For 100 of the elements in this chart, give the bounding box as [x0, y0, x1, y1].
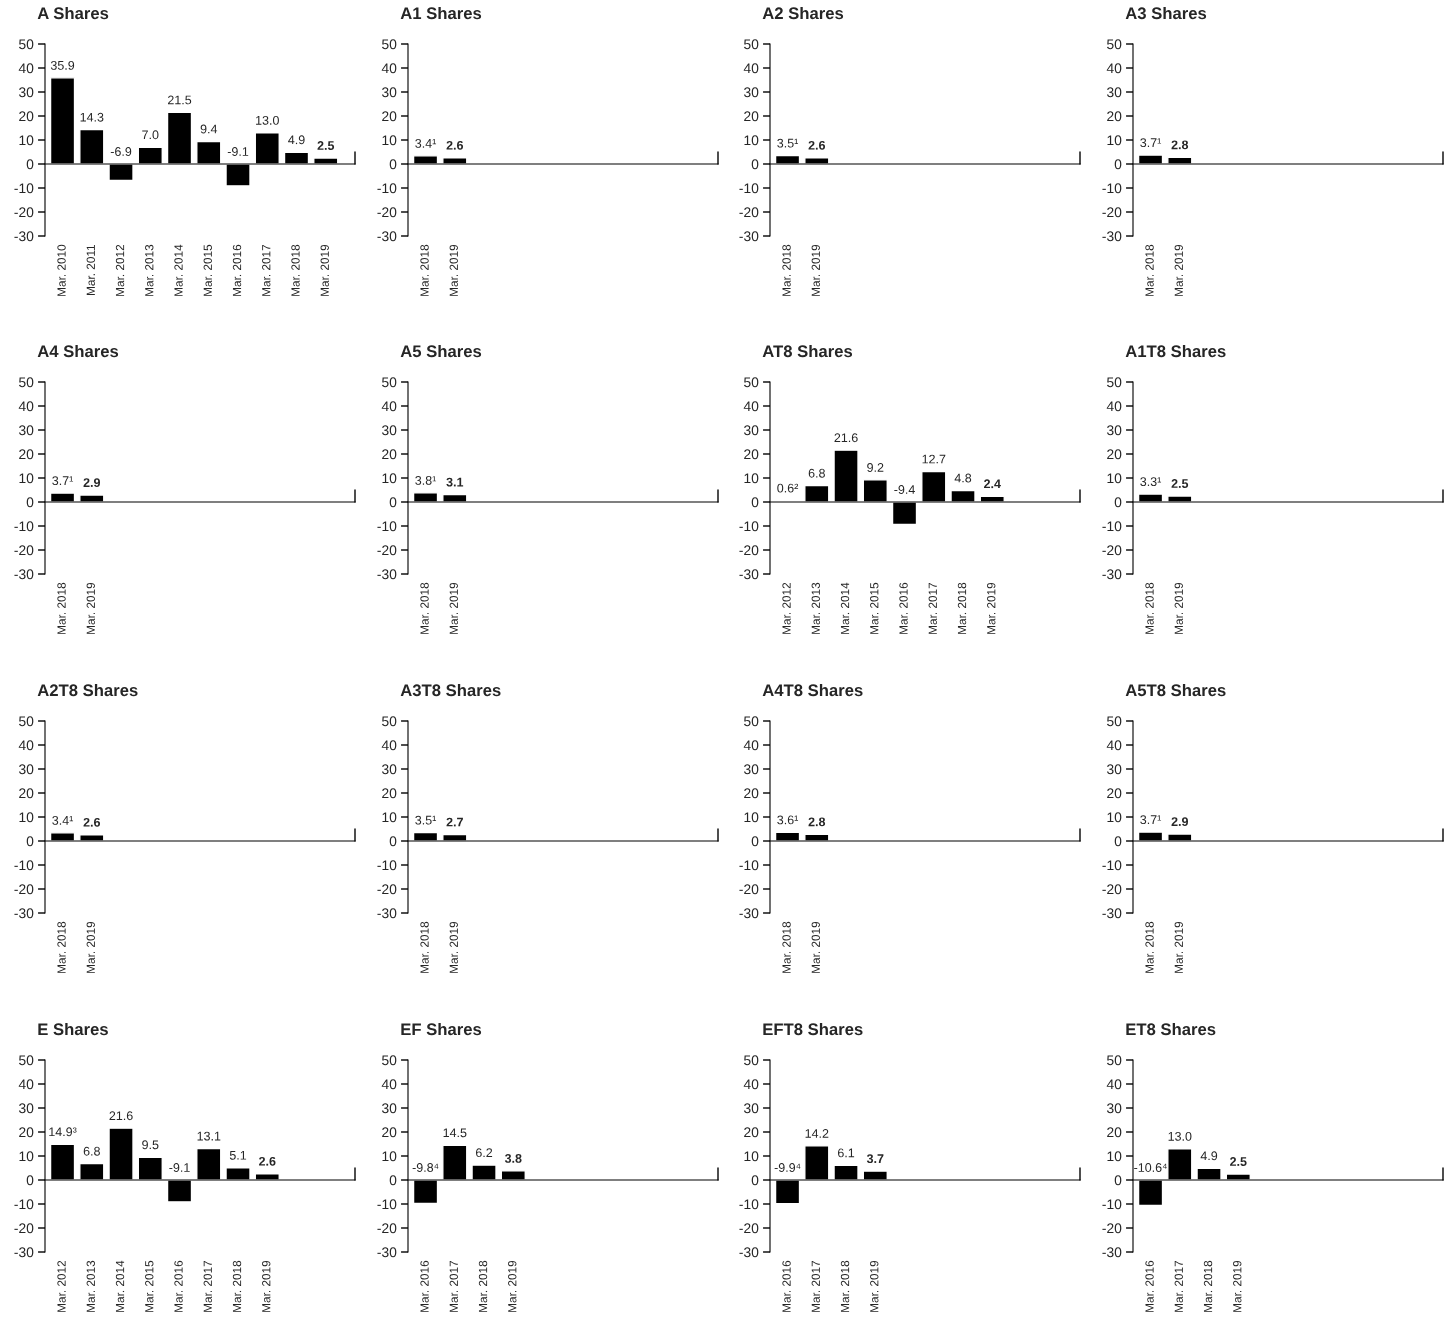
y-tick-label: -10 — [377, 1199, 397, 1210]
chart-title: A2T8 Shares — [37, 683, 138, 697]
y-tick-label: -10 — [739, 1199, 759, 1210]
data-label: 14.9³ — [49, 1127, 77, 1137]
x-tick-label: Mar. 2017 — [449, 1260, 458, 1312]
data-label: 5.1 — [229, 1151, 247, 1160]
data-label: -10.6⁴ — [1134, 1163, 1167, 1172]
data-label: 21.6 — [109, 1111, 133, 1121]
y-tick-label: 50 — [382, 39, 397, 50]
y-tick-label: 10 — [382, 1151, 397, 1162]
y-tick-label: 0 — [389, 159, 397, 170]
y-tick-label: 50 — [19, 716, 34, 727]
data-label: 6.8 — [808, 468, 825, 478]
y-tick-label: 20 — [744, 1127, 759, 1138]
data-label: 7.0 — [142, 130, 159, 140]
data-label: 3.6¹ — [777, 815, 799, 825]
x-tick-label: Mar. 2017 — [811, 1260, 820, 1312]
data-label: 12.7 — [922, 454, 946, 464]
x-tick-label: Mar. 2019 — [449, 582, 458, 634]
y-tick-label: 0 — [26, 159, 34, 170]
y-tick-label: -30 — [1102, 908, 1122, 919]
y-tick-label: -20 — [739, 1223, 759, 1234]
y-tick-label: -20 — [377, 207, 397, 218]
y-tick-label: 30 — [1106, 425, 1122, 436]
x-tick-label: Mar. 2016 — [420, 1260, 429, 1312]
y-tick-label: 40 — [381, 740, 397, 751]
chart-title: ET8 Shares — [1126, 1022, 1216, 1036]
x-tick-label: Mar. 2017 — [928, 582, 937, 634]
y-tick-label: 0 — [1114, 1175, 1122, 1186]
x-tick-label: Mar. 2017 — [262, 244, 271, 296]
x-tick-label: Mar. 2017 — [1174, 1260, 1183, 1312]
y-tick-label: 20 — [382, 111, 397, 122]
y-tick-label: -20 — [14, 884, 34, 895]
y-tick-label: -30 — [1102, 1247, 1122, 1258]
y-tick-label: 0 — [751, 159, 759, 170]
y-tick-label: 50 — [19, 377, 34, 388]
y-tick-label: -10 — [377, 183, 397, 194]
x-tick-label: Mar. 2018 — [57, 921, 66, 973]
data-label: 0.6² — [777, 483, 799, 493]
x-tick-label: Mar. 2017 — [203, 1260, 212, 1312]
data-label: 3.4¹ — [415, 138, 437, 148]
x-tick-label: Mar. 2018 — [840, 1260, 850, 1312]
y-tick-label: 50 — [744, 716, 759, 727]
x-tick-label: Mar. 2015 — [203, 244, 212, 296]
y-tick-label: 0 — [26, 1175, 34, 1186]
y-tick-label: -20 — [739, 884, 759, 895]
data-label: -9.4 — [894, 485, 915, 494]
y-tick-label: -10 — [14, 521, 34, 532]
y-tick-label: 10 — [744, 1151, 759, 1162]
data-label: 14.2 — [805, 1129, 829, 1138]
data-label: 2.9 — [83, 478, 101, 488]
data-label: -9.1 — [169, 1163, 190, 1172]
y-tick-label: -10 — [14, 183, 34, 194]
x-tick-label: Mar. 2019 — [508, 1260, 517, 1312]
data-label: 6.2 — [475, 1148, 493, 1158]
data-label: 3.7¹ — [1140, 138, 1162, 148]
y-tick-label: 20 — [382, 449, 397, 460]
data-label: 6.8 — [83, 1146, 100, 1156]
x-tick-label: Mar. 2013 — [811, 582, 820, 634]
y-tick-label: 10 — [382, 473, 397, 484]
y-tick-label: 10 — [1107, 473, 1122, 484]
y-tick-label: -20 — [1102, 545, 1122, 556]
y-tick-label: 0 — [1114, 159, 1122, 170]
y-tick-label: 50 — [744, 377, 759, 388]
x-tick-label: Mar. 2019 — [811, 244, 820, 296]
y-tick-label: 40 — [1106, 740, 1122, 751]
x-tick-label: Mar. 2012 — [782, 582, 791, 634]
chart-title: EFT8 Shares — [763, 1022, 863, 1036]
chart-title: EF Shares — [401, 1022, 482, 1036]
chart-title: A5 Shares — [400, 344, 482, 358]
y-tick-label: 30 — [1106, 764, 1122, 775]
y-tick-label: -30 — [14, 231, 34, 242]
x-tick-label: Mar. 2012 — [115, 244, 125, 296]
y-tick-label: 0 — [26, 497, 34, 508]
y-tick-label: -10 — [1102, 860, 1122, 871]
y-tick-label: 10 — [382, 812, 397, 823]
data-label: 3.5¹ — [415, 815, 437, 825]
y-tick-label: -10 — [377, 860, 397, 871]
y-tick-label: 30 — [18, 425, 34, 436]
y-tick-label: 50 — [1107, 377, 1122, 388]
data-label: 6.1 — [837, 1148, 855, 1158]
y-tick-label: 10 — [19, 1151, 34, 1162]
chart-title: A1T8 Shares — [1125, 344, 1226, 358]
x-tick-label: Mar. 2019 — [449, 244, 458, 296]
data-label: 3.1 — [446, 477, 464, 487]
y-tick-label: 40 — [743, 401, 759, 412]
y-tick-label: 20 — [19, 111, 34, 122]
y-tick-label: 20 — [744, 449, 759, 460]
y-tick-label: 20 — [744, 111, 759, 122]
y-tick-label: -30 — [14, 1247, 34, 1258]
y-tick-label: -30 — [14, 569, 34, 580]
y-tick-label: -20 — [14, 545, 34, 556]
x-tick-label: Mar. 2015 — [870, 582, 879, 634]
x-tick-label: Mar. 2018 — [420, 582, 429, 634]
y-tick-label: 30 — [381, 764, 397, 775]
data-label: 3.7¹ — [1140, 815, 1162, 825]
y-tick-label: 0 — [1114, 836, 1122, 847]
data-label: 2.5 — [1230, 1157, 1247, 1166]
x-tick-label: Mar. 2015 — [145, 1260, 154, 1312]
y-tick-label: 30 — [381, 425, 397, 436]
